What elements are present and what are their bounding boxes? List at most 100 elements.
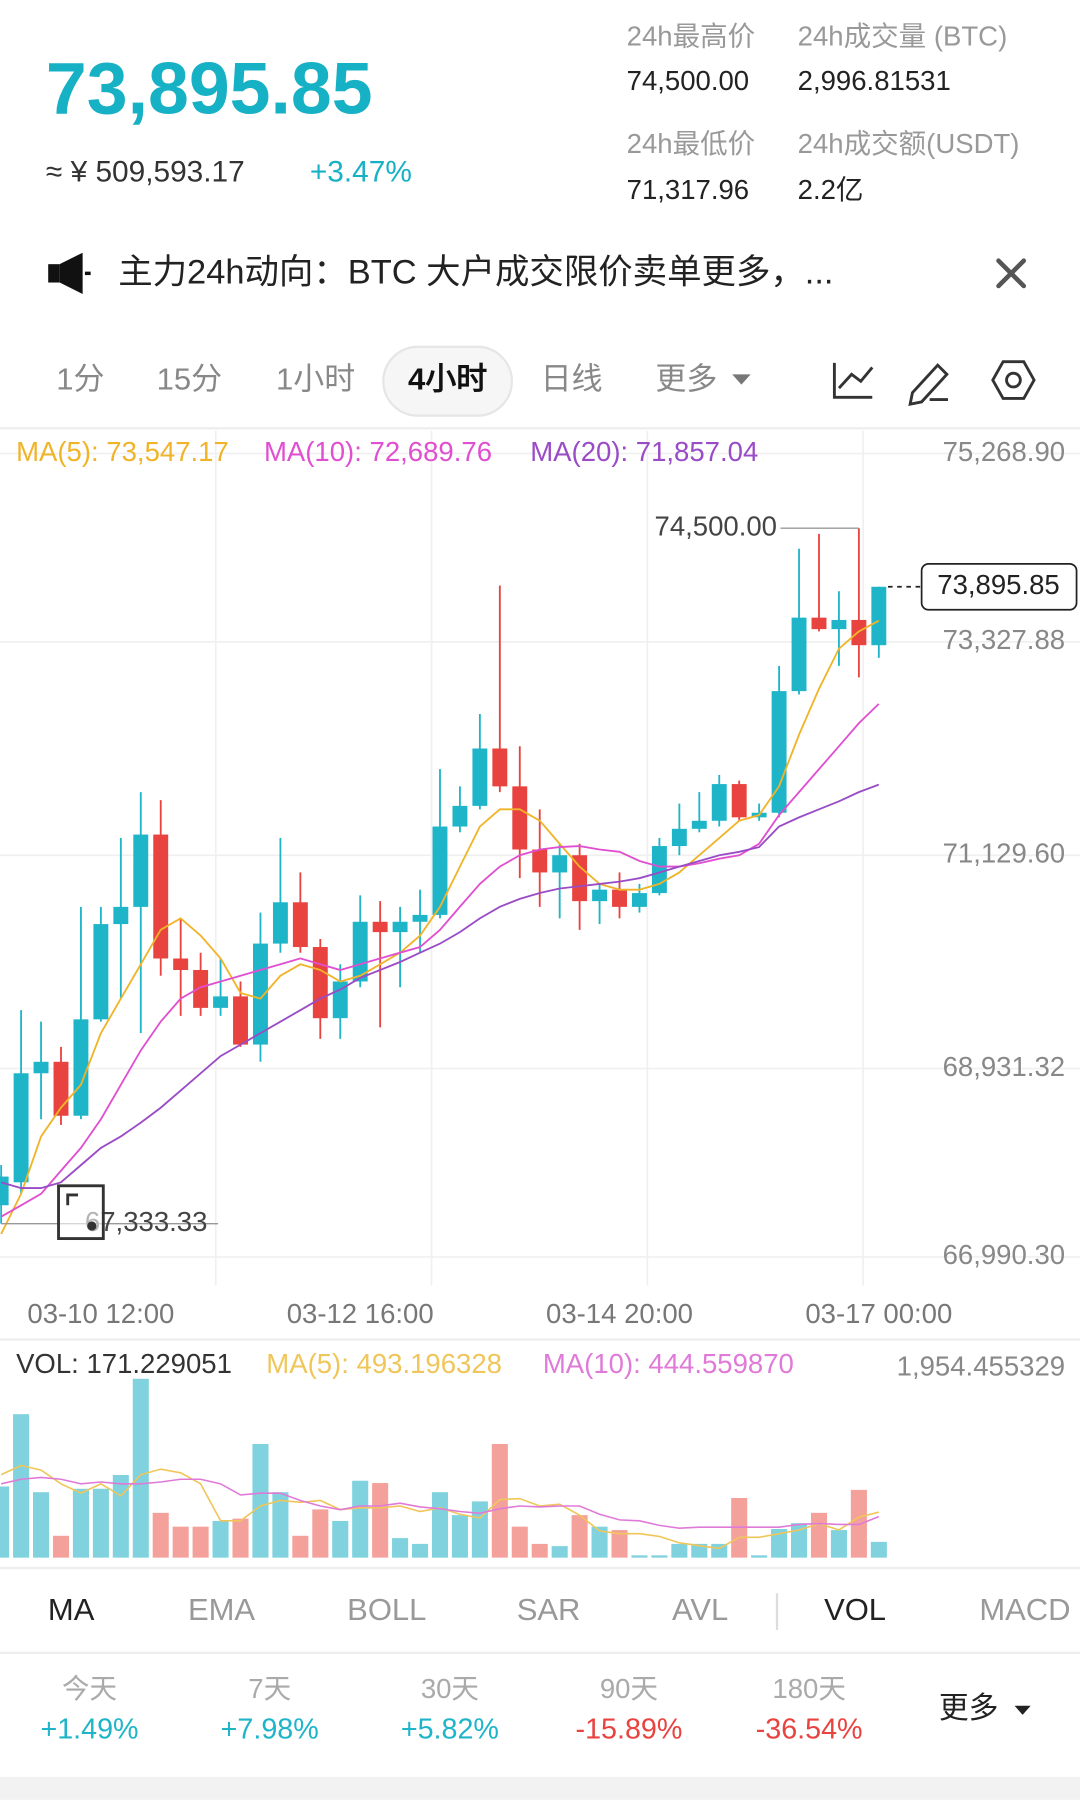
volume-bar: [531, 1543, 548, 1558]
candle-body: [312, 947, 328, 1019]
settings-icon[interactable]: [991, 360, 1036, 400]
candle-body: [93, 924, 109, 1020]
timeframe-tab[interactable]: 1小时: [276, 361, 355, 396]
volume-bar: [571, 1515, 588, 1558]
candle-body: [691, 820, 707, 829]
volume-bar: [172, 1526, 189, 1558]
x-tick-label: 03-10 12:00: [27, 1298, 174, 1329]
candle-body: [572, 855, 588, 902]
volume-bar: [232, 1518, 249, 1558]
candle-body: [512, 786, 528, 850]
y-tick-label: 75,268.90: [943, 436, 1065, 467]
candle-body: [592, 889, 608, 902]
timeframe-tab[interactable]: 日线: [541, 361, 603, 396]
indicator-tab[interactable]: MA: [48, 1592, 95, 1627]
candle-body: [13, 1073, 29, 1183]
x-tick-label: 03-17 00:00: [805, 1298, 952, 1329]
low-label: 67,333.33: [85, 1206, 207, 1237]
y-tick-label: 1,954.455329: [897, 1351, 1065, 1382]
volume-bar: [132, 1378, 149, 1558]
stat-value: 2.2亿: [798, 174, 864, 205]
indicator-tab[interactable]: VOL: [824, 1592, 886, 1627]
volume-bar: [352, 1480, 369, 1558]
volume-bar: [392, 1538, 409, 1558]
period-change: +5.82%: [401, 1714, 499, 1746]
volume-bar: [13, 1414, 30, 1558]
stat-value: 74,500.00: [627, 65, 749, 96]
candle-body: [392, 921, 408, 933]
legend-entry: MA(5): 493.196328: [266, 1348, 502, 1379]
notice-text[interactable]: 主力24h动向：BTC 大户成交限价卖单更多，...: [118, 254, 833, 292]
candle-body: [213, 996, 229, 1008]
volume-bar: [491, 1443, 508, 1558]
price-chart: 66,990.30 68,931.32 71,129.60 73,327.88 75,2…: [0, 436, 1080, 1329]
x-tick-label: 03-12 16:00: [287, 1298, 434, 1329]
legend-entry: MA(20): 71,857.04: [530, 436, 758, 467]
period-label: 30天: [421, 1673, 479, 1704]
more-button[interactable]: 更多: [939, 1692, 999, 1725]
volume-bar: [33, 1492, 50, 1558]
high-label: 74,500.00: [655, 510, 777, 541]
close-button[interactable]: [996, 258, 1027, 289]
candle-body: [372, 921, 388, 933]
volume-bar: [751, 1555, 768, 1558]
volume-bar: [252, 1443, 269, 1558]
last-price-tag: [920, 562, 1078, 611]
volume-chart: 1,954.455329 VOL: 171.229051 MA(5): 493.19…: [0, 1348, 1065, 1558]
candle-body: [412, 914, 428, 922]
indicator-tab[interactable]: EMA: [188, 1592, 255, 1627]
candle-body: [0, 1176, 9, 1206]
performance: 今天 +1.49% 7天 +7.98% 30天 +5.82% 90天 -15.89% 180天 -…: [40, 1673, 862, 1745]
volume-bar: [332, 1520, 349, 1558]
draw-icon[interactable]: [908, 363, 949, 407]
stat-label: 24h成交额(USDT): [798, 128, 1020, 159]
y-tick-label: 68,931.32: [943, 1051, 1065, 1082]
candle-body: [671, 828, 687, 847]
y-tick-label: 66,990.30: [943, 1239, 1065, 1270]
ma-line: [0, 783, 880, 1189]
indicator-icon[interactable]: [832, 362, 874, 399]
indicator-tab[interactable]: BOLL: [347, 1592, 426, 1627]
period-label: 7天: [248, 1673, 291, 1704]
candle-body: [472, 748, 488, 806]
timeframe-tab[interactable]: 1分: [56, 361, 104, 396]
volume-bar: [312, 1509, 329, 1558]
last-price: 73,895.85: [46, 48, 373, 130]
period-change: -36.54%: [756, 1714, 863, 1746]
volume-bar: [791, 1523, 808, 1558]
candle-body: [292, 902, 308, 948]
volume-ma-line: [0, 1464, 879, 1550]
megaphone-icon: [48, 252, 91, 295]
low-marker-button[interactable]: [57, 1184, 105, 1241]
indicator-tab[interactable]: AVL: [672, 1592, 728, 1627]
candle-body: [831, 619, 847, 630]
candle-body: [632, 893, 647, 907]
timeframe-tab[interactable]: 4小时: [408, 361, 487, 396]
timeframe-tab[interactable]: 15分: [157, 361, 222, 396]
candle-body: [612, 889, 627, 907]
period-label: 今天: [62, 1673, 117, 1704]
candle-body: [73, 1019, 89, 1116]
candle-body: [791, 617, 807, 692]
candle-body: [532, 849, 548, 873]
ma-line: [0, 619, 880, 1235]
active-pill: [382, 345, 514, 417]
volume-bar: [372, 1483, 389, 1558]
bottom-bar: [0, 1776, 1080, 1800]
candle-body: [811, 617, 827, 630]
volume-bar: [431, 1492, 449, 1558]
stat-label: 24h最低价: [627, 128, 756, 159]
indicator-tab[interactable]: SAR: [517, 1592, 581, 1627]
candle-body: [731, 784, 747, 818]
stat-label: 24h最高价: [627, 20, 756, 51]
candle-body: [173, 958, 189, 970]
candle-body: [552, 855, 568, 873]
indicator-tab[interactable]: MACD: [979, 1592, 1070, 1627]
period-change: +7.98%: [221, 1714, 319, 1746]
timeframe-tab[interactable]: 更多: [655, 361, 717, 396]
volume-bar: [771, 1528, 788, 1558]
volume-bar: [272, 1492, 289, 1558]
period-change: -15.89%: [576, 1714, 683, 1746]
volume-bar: [471, 1501, 488, 1558]
